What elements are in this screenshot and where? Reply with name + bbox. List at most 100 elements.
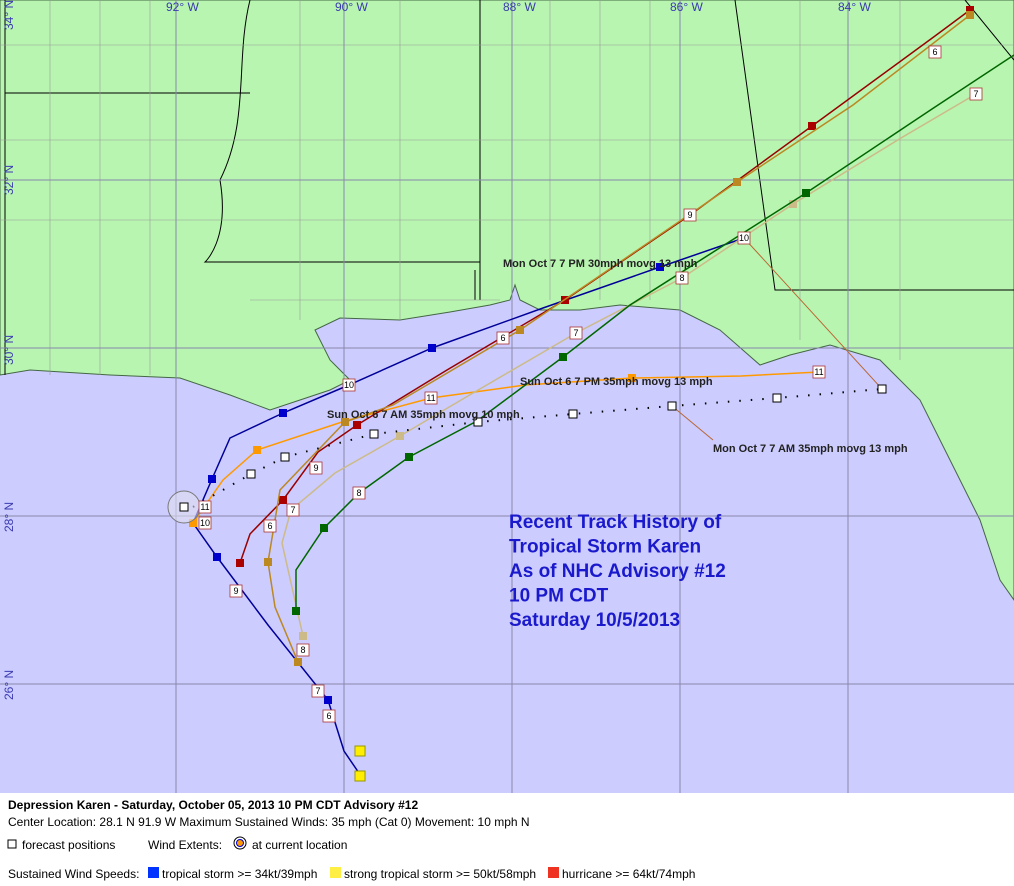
wind-icon-core (236, 839, 244, 847)
legend-label: hurricane >= 64kt/74mph (562, 867, 695, 881)
legend-swatch (330, 867, 341, 878)
track-label-box (198, 500, 212, 514)
track-point (396, 432, 404, 440)
track-label: 8 (356, 488, 361, 498)
track-label-box (229, 584, 243, 598)
forecast-point (667, 401, 677, 411)
annotation: Mon Oct 7 7 PM 30mph movg 13 mph (503, 258, 698, 270)
track-label: 11 (814, 367, 823, 377)
land (0, 0, 1014, 601)
title-line: 10 PM CDT (509, 586, 609, 607)
footer-details: Center Location: 28.1 N 91.9 W Maximum S… (8, 815, 530, 829)
track-label: 9 (313, 463, 318, 473)
track-point (354, 770, 366, 782)
leader-line (743, 237, 883, 390)
track-point (264, 558, 272, 566)
track-point (279, 409, 287, 417)
lon-label: 84° W (838, 0, 871, 14)
track-label: 11 (200, 502, 209, 512)
track-label-box (322, 709, 336, 723)
track-point (733, 178, 741, 186)
track-label-box (683, 208, 697, 222)
track-point (802, 189, 810, 197)
track-point (320, 524, 328, 532)
lon-label: 86° W (670, 0, 703, 14)
track-label: 9 (233, 586, 238, 596)
track-label: 6 (267, 521, 272, 531)
track-label: 7 (290, 505, 295, 515)
track-point (208, 475, 216, 483)
lat-label: 34° N (2, 0, 16, 30)
track-label: 8 (679, 273, 684, 283)
track-label-box (424, 391, 438, 405)
speeds-label: Sustained Wind Speeds: (8, 867, 139, 881)
labels: 10 11 11 6 7 9 10 8 6 7 9 6 7 8 11 10 9 8 7 6 92° W 90° W 88° … (2, 0, 983, 723)
track-label: 7 (315, 686, 320, 696)
track-label-box (263, 519, 277, 533)
track-point (516, 326, 524, 334)
track-label-box (296, 643, 310, 657)
annotation: Sun Oct 6 7 AM 35mph movg 10 mph (327, 409, 520, 421)
current-label: at current location (252, 838, 347, 852)
forecast-point (772, 393, 782, 403)
track-label-box (569, 326, 583, 340)
track-point (341, 418, 349, 426)
track-line (267, 14, 971, 663)
track-point (966, 11, 974, 19)
track-label: 6 (932, 47, 937, 57)
track-point (353, 421, 361, 429)
track-label-box (309, 461, 323, 475)
wind-extents-label: Wind Extents: (148, 838, 222, 852)
title-line: Tropical Storm Karen (509, 537, 701, 558)
current-position (179, 502, 189, 512)
footer-panel (0, 793, 1014, 886)
title-line: Saturday 10/5/2013 (509, 610, 680, 631)
track-point (405, 453, 413, 461)
track-label: 10 (739, 233, 749, 243)
track-point (253, 446, 261, 454)
track-point (966, 6, 974, 14)
forecast-point (280, 452, 290, 462)
track-label-box (352, 486, 366, 500)
track-label: 11 (426, 393, 435, 403)
track-label: 6 (326, 711, 331, 721)
track-label: 7 (573, 328, 578, 338)
lat-label: 26° N (2, 670, 16, 700)
track-line (239, 9, 971, 564)
track-label-box (928, 45, 942, 59)
forecast-icon (7, 839, 17, 849)
track-label: 7 (973, 89, 978, 99)
track-label-box (496, 331, 510, 345)
forecast-point (568, 409, 578, 419)
track-line (281, 93, 977, 637)
track-point (324, 696, 332, 704)
track-point (808, 122, 816, 130)
track-point (292, 607, 300, 615)
lat-label: 32° N (2, 165, 16, 195)
lat-label: 30° N (2, 335, 16, 365)
track-point (213, 553, 221, 561)
annotation: Mon Oct 7 7 AM 35mph movg 13 mph (713, 443, 908, 455)
lat-label: 28° N (2, 502, 16, 532)
track-point (279, 496, 287, 504)
track-label-box (342, 378, 356, 392)
track-label: 6 (500, 333, 505, 343)
footer-headline: Depression Karen - Saturday, October 05,… (8, 798, 418, 812)
track-label-box (675, 271, 689, 285)
lon-label: 88° W (503, 0, 536, 14)
track-label: 10 (200, 518, 210, 528)
track-point (559, 353, 567, 361)
forecast-point (877, 384, 887, 394)
track-label: 8 (300, 645, 305, 655)
track-point (656, 263, 664, 271)
legend-swatch (548, 867, 559, 878)
legend-label: tropical storm >= 34kt/39mph (162, 867, 317, 881)
track-label-box (198, 516, 212, 530)
annotation: Sun Oct 6 7 PM 35mph movg 13 mph (520, 376, 713, 388)
track-label: 10 (344, 380, 354, 390)
track-point (299, 632, 307, 640)
lon-label: 92° W (166, 0, 199, 14)
forecast-point (369, 429, 379, 439)
title-line: Recent Track History of (509, 512, 722, 533)
